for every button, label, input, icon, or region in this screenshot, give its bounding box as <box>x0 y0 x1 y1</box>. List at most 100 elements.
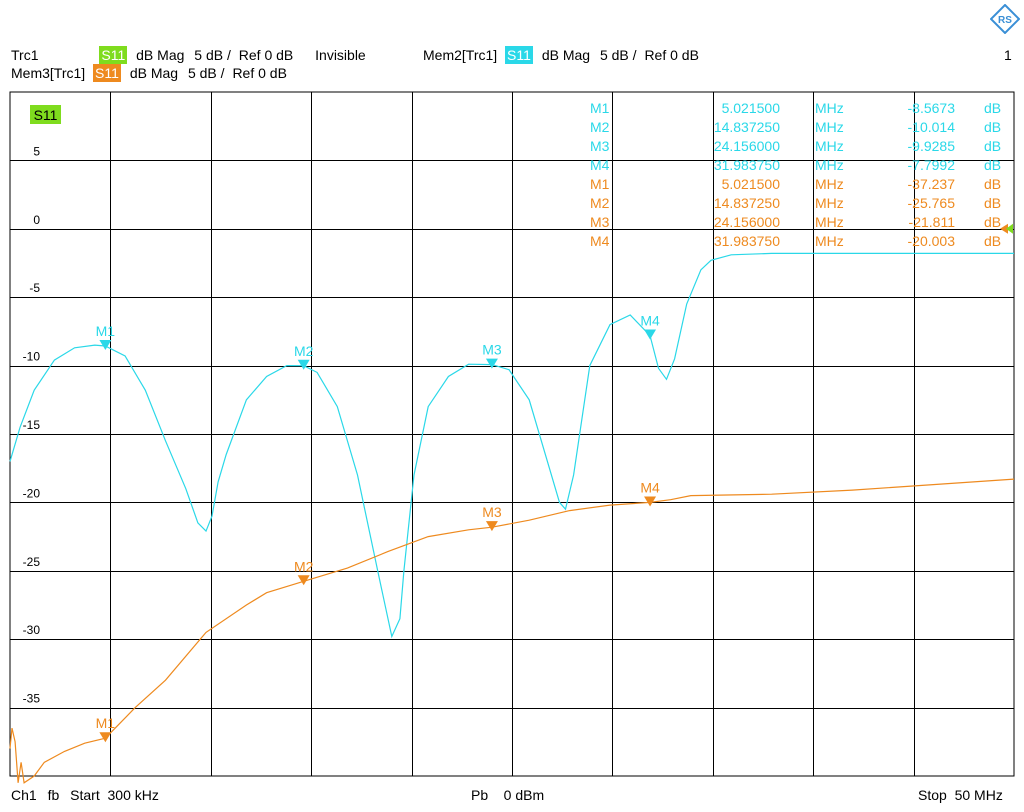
marker-label: M3 <box>482 504 502 520</box>
marker-table-value: -9.9285 <box>908 138 956 154</box>
active-trace-badge <box>30 105 61 124</box>
marker-triangle <box>485 521 498 532</box>
memory-3-ref: Ref 0 dB <box>232 65 287 81</box>
marker-table-frequency: 14.837250 <box>714 195 780 211</box>
trace-line <box>9 478 1015 784</box>
marker-table-value: -21.811 <box>909 214 956 230</box>
marker-table-value-unit: dB <box>984 176 1001 192</box>
memory-3-format: dB Mag <box>129 65 179 81</box>
marker-table-unit: MHz <box>815 214 844 230</box>
marker-table-label: M2 <box>590 119 610 135</box>
marker-table-unit: MHz <box>815 100 844 116</box>
marker-label: M4 <box>640 479 660 495</box>
marker-table-label: M3 <box>590 214 610 230</box>
y-tick-label: -20 <box>23 486 41 500</box>
marker-table-value-unit: dB <box>984 119 1001 135</box>
marker-table-value-unit: dB <box>984 233 1001 249</box>
marker-label: M1 <box>96 715 116 731</box>
marker-table-value: -7.7992 <box>908 157 956 173</box>
marker-table-unit: MHz <box>815 176 844 192</box>
y-tick-label: -15 <box>23 418 41 432</box>
active-trace-indicator: S11 <box>30 105 1013 234</box>
chart-grid <box>9 91 1015 777</box>
memory-3-name: Mem3[Trc1] <box>11 65 86 81</box>
stop-frequency[interactable]: Stop 50 MHz <box>918 787 1003 803</box>
marker-table-frequency: 5.021500 <box>722 176 781 192</box>
channel-label: Ch1 <box>11 787 37 803</box>
marker-table-frequency: 31.983750 <box>714 157 780 173</box>
memory-2-header[interactable]: Mem2[Trc1] S11 dB Mag 5 dB / Ref 0 dB <box>423 46 699 64</box>
marker-triangle <box>297 359 310 370</box>
y-tick-label: 5 <box>33 144 40 158</box>
footer-channel-info[interactable]: Ch1 fb Start 300 kHz <box>11 786 159 804</box>
reference-arrow-trace-1 <box>1006 223 1013 234</box>
marker-triangle <box>644 496 657 507</box>
y-tick-label: -5 <box>29 281 40 295</box>
memory-2-scale: 5 dB / <box>599 47 637 63</box>
marker-table-unit: MHz <box>815 195 844 211</box>
marker-label: M3 <box>482 342 502 358</box>
trace-1-state: Invisible <box>315 47 366 63</box>
trace-1-format: dB Mag <box>136 47 185 63</box>
marker-table-unit: MHz <box>815 138 844 154</box>
marker-table-unit: MHz <box>815 119 844 135</box>
marker-table-frequency: 14.837250 <box>714 119 780 135</box>
marker-table-label: M4 <box>590 233 610 249</box>
marker-label: M2 <box>294 343 314 359</box>
memory-2-name: Mem2[Trc1] <box>423 47 498 63</box>
reference-arrow-memory-3 <box>1000 223 1008 234</box>
marker-table-label: M3 <box>590 138 610 154</box>
marker-table-frequency: 5.021500 <box>722 100 781 116</box>
marker-table: M1 5.021500 MHz -8.5673 dB M2 14.837250 MHz -10.… <box>590 100 1001 249</box>
marker-triangle <box>99 732 112 743</box>
memory-3-badge[interactable]: S11 <box>93 64 121 82</box>
marker-table-value-unit: dB <box>984 138 1001 154</box>
marker-triangle <box>297 575 310 586</box>
marker-table-value: -10.014 <box>908 119 956 135</box>
memory-2-format: dB Mag <box>541 47 591 63</box>
y-tick-label: 0 <box>33 213 40 227</box>
trace-1-scale: 5 dB / <box>194 47 231 63</box>
memory-2-ref: Ref 0 dB <box>644 47 699 63</box>
marker-table-frequency: 24.156000 <box>714 214 780 230</box>
rohde-schwarz-logo-icon: RS <box>990 4 1020 34</box>
source-power[interactable]: Pb 0 dBm <box>471 787 545 803</box>
marker-triangle <box>485 358 498 369</box>
y-tick-label: -30 <box>23 623 41 637</box>
memory-2-badge[interactable]: S11 <box>505 46 533 64</box>
marker-table-unit: MHz <box>815 157 844 173</box>
start-frequency[interactable]: Start 300 kHz <box>70 787 159 803</box>
trace-1-header[interactable]: Trc1 S11 dB Mag 5 dB / Ref 0 dB Invisibl… <box>11 46 366 64</box>
trace-line <box>9 252 1014 639</box>
chart-markers: M1 M2 M3 M4 M1 M2 M3 M4 <box>96 312 660 743</box>
y-tick-label: -25 <box>23 555 41 569</box>
memory-3-scale: 5 dB / <box>187 65 225 81</box>
memory-3-header[interactable]: Mem3[Trc1] S11 dB Mag 5 dB / Ref 0 dB <box>11 64 287 82</box>
marker-table-value-unit: dB <box>984 157 1001 173</box>
marker-label: M1 <box>96 323 116 339</box>
marker-table-value: -20.003 <box>908 233 956 249</box>
marker-triangle <box>644 329 657 340</box>
marker-table-value-unit: dB <box>984 195 1001 211</box>
marker-table-value-unit: dB <box>984 100 1001 116</box>
window-number: 1 <box>1004 47 1012 63</box>
y-tick-label: -10 <box>23 350 41 364</box>
marker-table-unit: MHz <box>815 233 844 249</box>
active-trace-label: S11 <box>34 107 58 123</box>
trace-1-ref: Ref 0 dB <box>238 47 294 63</box>
marker-table-value-unit: dB <box>984 214 1001 230</box>
marker-table-value: -37.237 <box>908 176 956 192</box>
marker-table-frequency: 31.983750 <box>714 233 780 249</box>
marker-label: M2 <box>294 558 314 574</box>
marker-table-value: -25.765 <box>908 195 956 211</box>
marker-table-label: M1 <box>590 100 610 116</box>
y-tick-labels: 5 0 -5 -10 -15 -20 -25 -30 -35 <box>23 144 41 705</box>
sweep-mode: fb <box>47 787 60 803</box>
marker-table-value: -8.5673 <box>908 100 956 116</box>
svg-text:RS: RS <box>998 15 1012 26</box>
marker-table-label: M4 <box>590 157 610 173</box>
marker-table-label: M1 <box>590 176 610 192</box>
trace-1-badge[interactable]: S11 <box>99 46 128 64</box>
marker-label: M4 <box>640 312 660 328</box>
